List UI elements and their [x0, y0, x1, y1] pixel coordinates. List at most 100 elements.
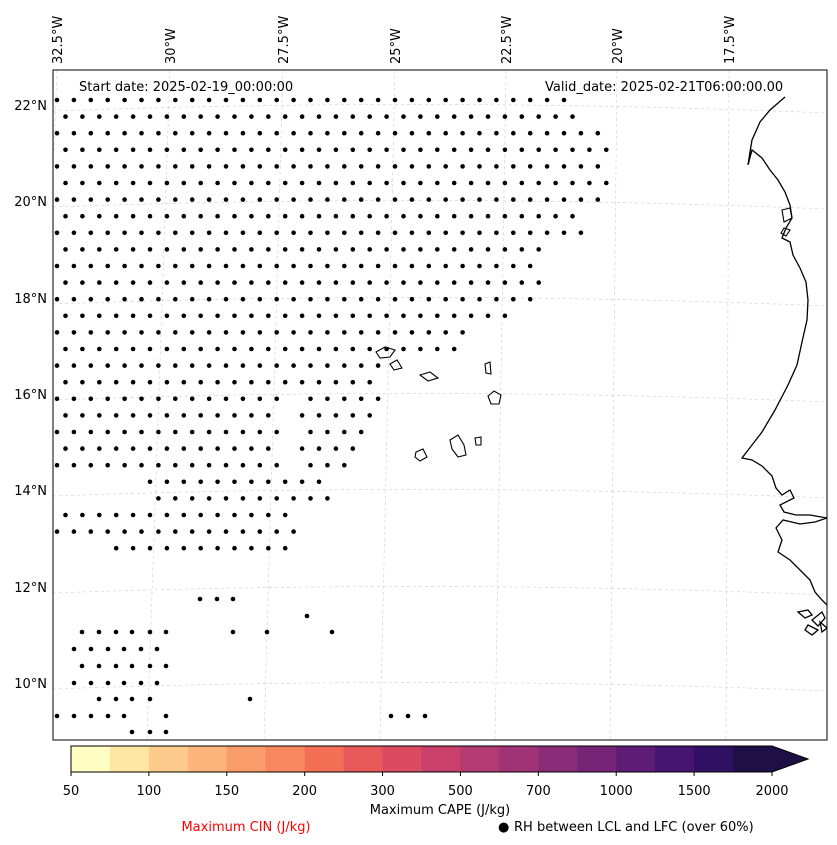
rh-dot: [494, 263, 499, 269]
rh-dot: [299, 413, 305, 418]
rh-dot: [291, 496, 296, 501]
colorbar-bin: [226, 746, 267, 772]
start-date: Start date: 2025-02-19_00:00:00: [79, 80, 293, 95]
rh-dot: [426, 296, 432, 302]
rh-dot: [451, 147, 457, 153]
rh-dot: [358, 130, 364, 136]
rh-dot: [435, 313, 440, 319]
rh-dot: [316, 213, 322, 219]
rh-dot: [266, 280, 271, 285]
rh-dot: [291, 97, 296, 103]
rh-dot: [129, 729, 135, 735]
rh-dot: [282, 479, 288, 485]
rh-dot: [163, 629, 169, 635]
axis-labels: 32.5°W 30°W 27.5°W 25°W 22.5°W 20°W 17.5°W 22°N…: [14, 16, 738, 692]
rh-dot: [325, 97, 330, 103]
rh-dot: [206, 164, 212, 169]
rh-dot: [113, 629, 119, 635]
rh-dot: [342, 462, 347, 468]
rh-dot: [54, 197, 60, 202]
rh-dot: [88, 429, 94, 435]
rh-dot: [130, 313, 136, 319]
rh-dot: [97, 280, 102, 285]
rh-dot: [485, 213, 491, 219]
rh-dot: [527, 130, 533, 136]
rh-dot: [105, 296, 110, 302]
rh-dot: [232, 147, 237, 153]
rh-dot: [282, 379, 288, 385]
lat-label: 22°N: [14, 99, 47, 114]
rh-dot: [139, 429, 144, 435]
rh-dot: [274, 197, 280, 202]
rh-dot: [249, 147, 254, 153]
rh-dot: [342, 164, 347, 169]
rh-dot: [223, 230, 229, 236]
rh-dot: [63, 247, 68, 252]
rh-dot: [206, 429, 212, 435]
rh-dot: [215, 446, 220, 451]
rh-dot: [570, 213, 575, 219]
rh-dot: [502, 180, 508, 186]
rh-dot: [88, 97, 94, 103]
rh-dot: [113, 663, 119, 669]
rh-dot: [189, 429, 195, 435]
rh-dot: [468, 313, 474, 319]
rh-dot: [494, 230, 499, 236]
rh-dot: [156, 97, 161, 103]
rh-dot: [88, 164, 94, 169]
rh-dot: [511, 197, 516, 202]
rh-dot: [240, 230, 246, 236]
rh-dot: [570, 180, 575, 186]
rh-dot: [595, 164, 601, 169]
rh-dot: [266, 180, 271, 186]
rh-dot: [392, 164, 398, 169]
colorbar-bin: [148, 746, 189, 772]
rh-dot: [299, 379, 305, 385]
rh-dot: [375, 263, 381, 269]
rh-dot: [257, 330, 263, 335]
lat-label: 18°N: [14, 292, 47, 307]
rh-dot: [274, 363, 280, 368]
rh-dot: [561, 164, 567, 169]
rh-dot: [54, 462, 60, 468]
rh-dot: [139, 197, 144, 202]
rh-dot: [214, 596, 220, 602]
rh-dot: [189, 197, 195, 202]
rh-dot: [350, 413, 356, 418]
rh-dot: [384, 180, 389, 186]
rh-dot: [392, 230, 398, 236]
rh-dot: [164, 545, 170, 551]
rh-dot: [63, 512, 68, 518]
rh-dot: [232, 512, 237, 518]
rh-dot: [257, 263, 263, 269]
rh-dot: [249, 247, 254, 252]
rh-dot: [189, 296, 195, 302]
rh-dot: [147, 446, 153, 451]
rh-dot: [308, 496, 313, 501]
parallel-line: [53, 104, 827, 114]
rh-dot: [502, 280, 508, 285]
rh-dot: [147, 213, 153, 219]
rh-dot: [97, 346, 102, 352]
rh-dot: [595, 130, 601, 136]
rh-dot: [358, 396, 364, 402]
rh-dot: [113, 379, 119, 385]
rh-dot: [122, 429, 127, 435]
rh-dot: [215, 313, 220, 319]
rh-dot: [215, 114, 220, 119]
rh-dot: [189, 496, 195, 501]
rh-dot: [282, 213, 288, 219]
colorbar-bin: [109, 746, 150, 772]
rh-dot: [257, 462, 263, 468]
rh-dot: [80, 313, 85, 319]
rh-dot: [130, 247, 136, 252]
rh-dot: [325, 396, 330, 402]
rh-dot: [181, 512, 187, 518]
rh-dot: [147, 696, 153, 702]
rh-dot: [249, 479, 254, 485]
lon-label: 27.5°W: [277, 16, 292, 64]
colorbar-tick-label: 2000: [755, 784, 788, 799]
rh-dot: [80, 346, 85, 352]
rh-dot: [527, 164, 533, 169]
rh-dot: [147, 313, 153, 319]
